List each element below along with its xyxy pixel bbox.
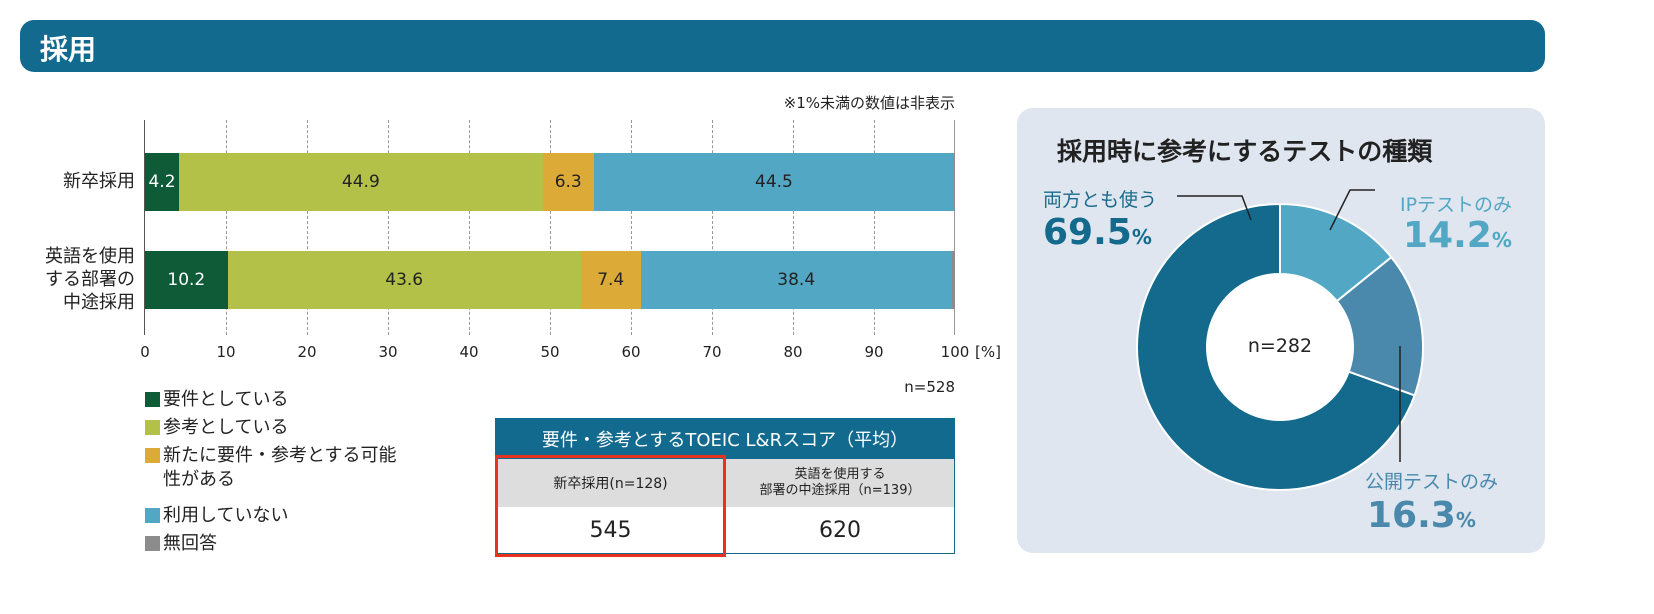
legend-label: 要件としている [163,389,289,410]
bar-sample-size: n=528 [904,378,955,396]
score-mid-career: 620 [819,517,861,543]
legend-item: 利用していない [145,504,408,528]
bar-segment: 44.5 [593,153,955,211]
bar-segment: 44.9 [179,153,543,211]
donut-chart [1136,189,1424,491]
gridline [793,120,794,335]
pct-value: 16.3 [1367,495,1456,536]
pct-unit: % [1131,225,1152,249]
section-title: 採用 [40,33,97,66]
highlight-box [495,455,726,557]
x-tick-label: 40 [459,343,479,361]
table-title: 要件・参考とするTOEIC L&Rスコア（平均） [496,419,954,459]
legend-swatch [145,448,160,463]
pct-unit: % [1491,228,1512,252]
bar-segment: 10.2 [145,251,228,309]
legend-item: 新たに要件・参考とする可能性がある [145,444,408,492]
gridline [226,120,227,335]
x-tick-label: 50 [540,343,560,361]
donut-title: 採用時に参考にするテストの種類 [1057,137,1433,166]
leader-line [1177,195,1252,221]
donut-slice [1136,202,1416,491]
value-public: 16.3% [1367,495,1476,536]
x-tick-label: 10 [216,343,236,361]
leader-line [1329,189,1375,231]
x-tick-label: 100 [940,343,970,361]
legend-item: 要件としている [145,388,408,412]
bar-segment: 4.2 [145,153,180,211]
x-tick-label: 90 [864,343,884,361]
x-tick-label: 80 [783,343,803,361]
bar-segment: 6.3 [542,153,594,211]
legend-label: 無回答 [163,533,217,554]
bar-segment: 38.4 [640,251,952,309]
gridline [469,120,470,335]
y-axis [144,120,145,335]
x-tick-label: 60 [621,343,641,361]
gridline [550,120,551,335]
bar-segment [954,153,955,211]
gridline [307,120,308,335]
bar-segment: 43.6 [227,251,581,309]
x-tick-label: 70 [702,343,722,361]
donut-center-label: n=282 [1247,335,1313,357]
axis-right [954,120,955,335]
gridline [874,120,875,335]
label-public: 公開テストのみ [1365,471,1499,493]
x-unit: [%] [975,343,1001,361]
legend-item: 参考としている [145,416,408,440]
pct-value: 14.2 [1403,215,1492,256]
legend-item: 無回答 [145,532,408,556]
label-ip: IPテストのみ [1400,194,1513,216]
legend-swatch [145,508,160,523]
label-both: 両方とも使う [1043,189,1158,211]
x-tick-label: 20 [297,343,317,361]
value-both: 69.5% [1043,212,1152,253]
category-label: 英語を使用する部署の中途採用 [45,246,135,313]
gridline [631,120,632,335]
col-header-line: 英語を使用する [794,467,886,482]
pct-value: 69.5 [1043,212,1132,253]
x-tick-label: 30 [378,343,398,361]
score-new-grad: 545 [496,507,726,553]
legend-label: 新たに要件・参考とする可能性がある [163,445,397,490]
legend-label: 利用していない [163,505,289,526]
footnote: ※1%未満の数値は非表示 [783,94,955,112]
bar-segment: 7.4 [580,251,641,309]
col-header-line: 部署の中途採用（n=139） [759,483,921,498]
gridline [712,120,713,335]
legend-swatch [145,420,160,435]
x-tick-label: 0 [140,343,150,361]
donut-hole [1207,274,1353,420]
section-header: 採用 [20,20,1545,72]
legend-label: 参考としている [163,417,289,438]
legend-swatch [145,392,160,407]
col-header-mid-career: 英語を使用する 部署の中途採用（n=139） [726,459,954,507]
category-label: 新卒採用 [63,171,135,192]
gridline [388,120,389,335]
pct-unit: % [1455,508,1476,532]
value-ip: 14.2% [1403,215,1512,256]
bar-segment [951,251,955,309]
legend-swatch [145,536,160,551]
